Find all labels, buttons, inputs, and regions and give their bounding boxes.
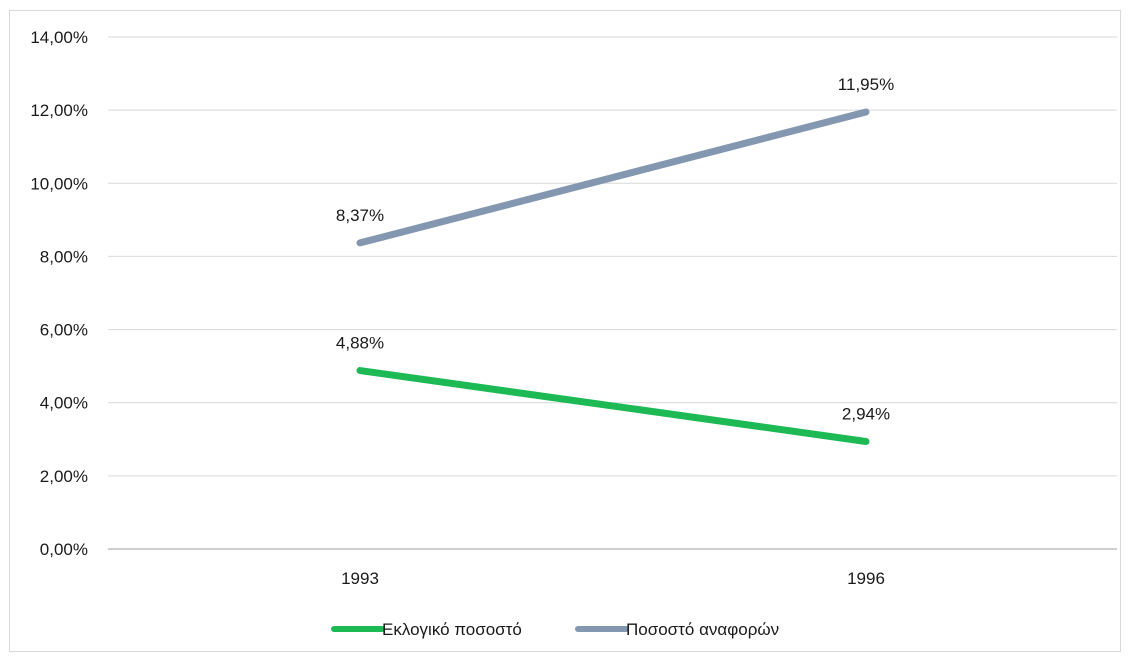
- y-tick-label: 12,00%: [30, 101, 88, 120]
- x-axis-ticks: 1993 1996: [341, 569, 885, 588]
- x-tick-label: 1996: [847, 569, 885, 588]
- legend-label: Ποσοστό αναφορών: [626, 620, 779, 639]
- y-axis-ticks: 0,00% 2,00% 4,00% 6,00% 8,00% 10,00% 12,00% 14,…: [30, 28, 88, 559]
- series-line-1: [356, 367, 870, 445]
- y-tick-label: 0,00%: [40, 540, 88, 559]
- y-tick-label: 4,00%: [40, 394, 88, 413]
- chart-frame: [9, 10, 1121, 652]
- series-lines: [356, 108, 870, 445]
- y-tick-label: 8,00%: [40, 247, 88, 266]
- y-tick-label: 14,00%: [30, 28, 88, 47]
- gridlines: [108, 36, 1117, 550]
- legend: Εκλογικό ποσοστό Ποσοστό αναφορών: [331, 620, 779, 639]
- data-labels: 4,88% 2,94% 8,37% 11,95%: [336, 75, 894, 424]
- data-label: 4,88%: [336, 334, 384, 353]
- y-tick-label: 6,00%: [40, 321, 88, 340]
- y-tick-label: 2,00%: [40, 467, 88, 486]
- y-tick-label: 10,00%: [30, 174, 88, 193]
- data-label: 2,94%: [842, 404, 890, 423]
- legend-label: Εκλογικό ποσοστό: [382, 620, 522, 639]
- x-tick-label: 1993: [341, 569, 379, 588]
- data-label: 11,95%: [838, 75, 894, 94]
- data-label: 8,37%: [336, 206, 384, 225]
- series-line-2: [356, 108, 870, 247]
